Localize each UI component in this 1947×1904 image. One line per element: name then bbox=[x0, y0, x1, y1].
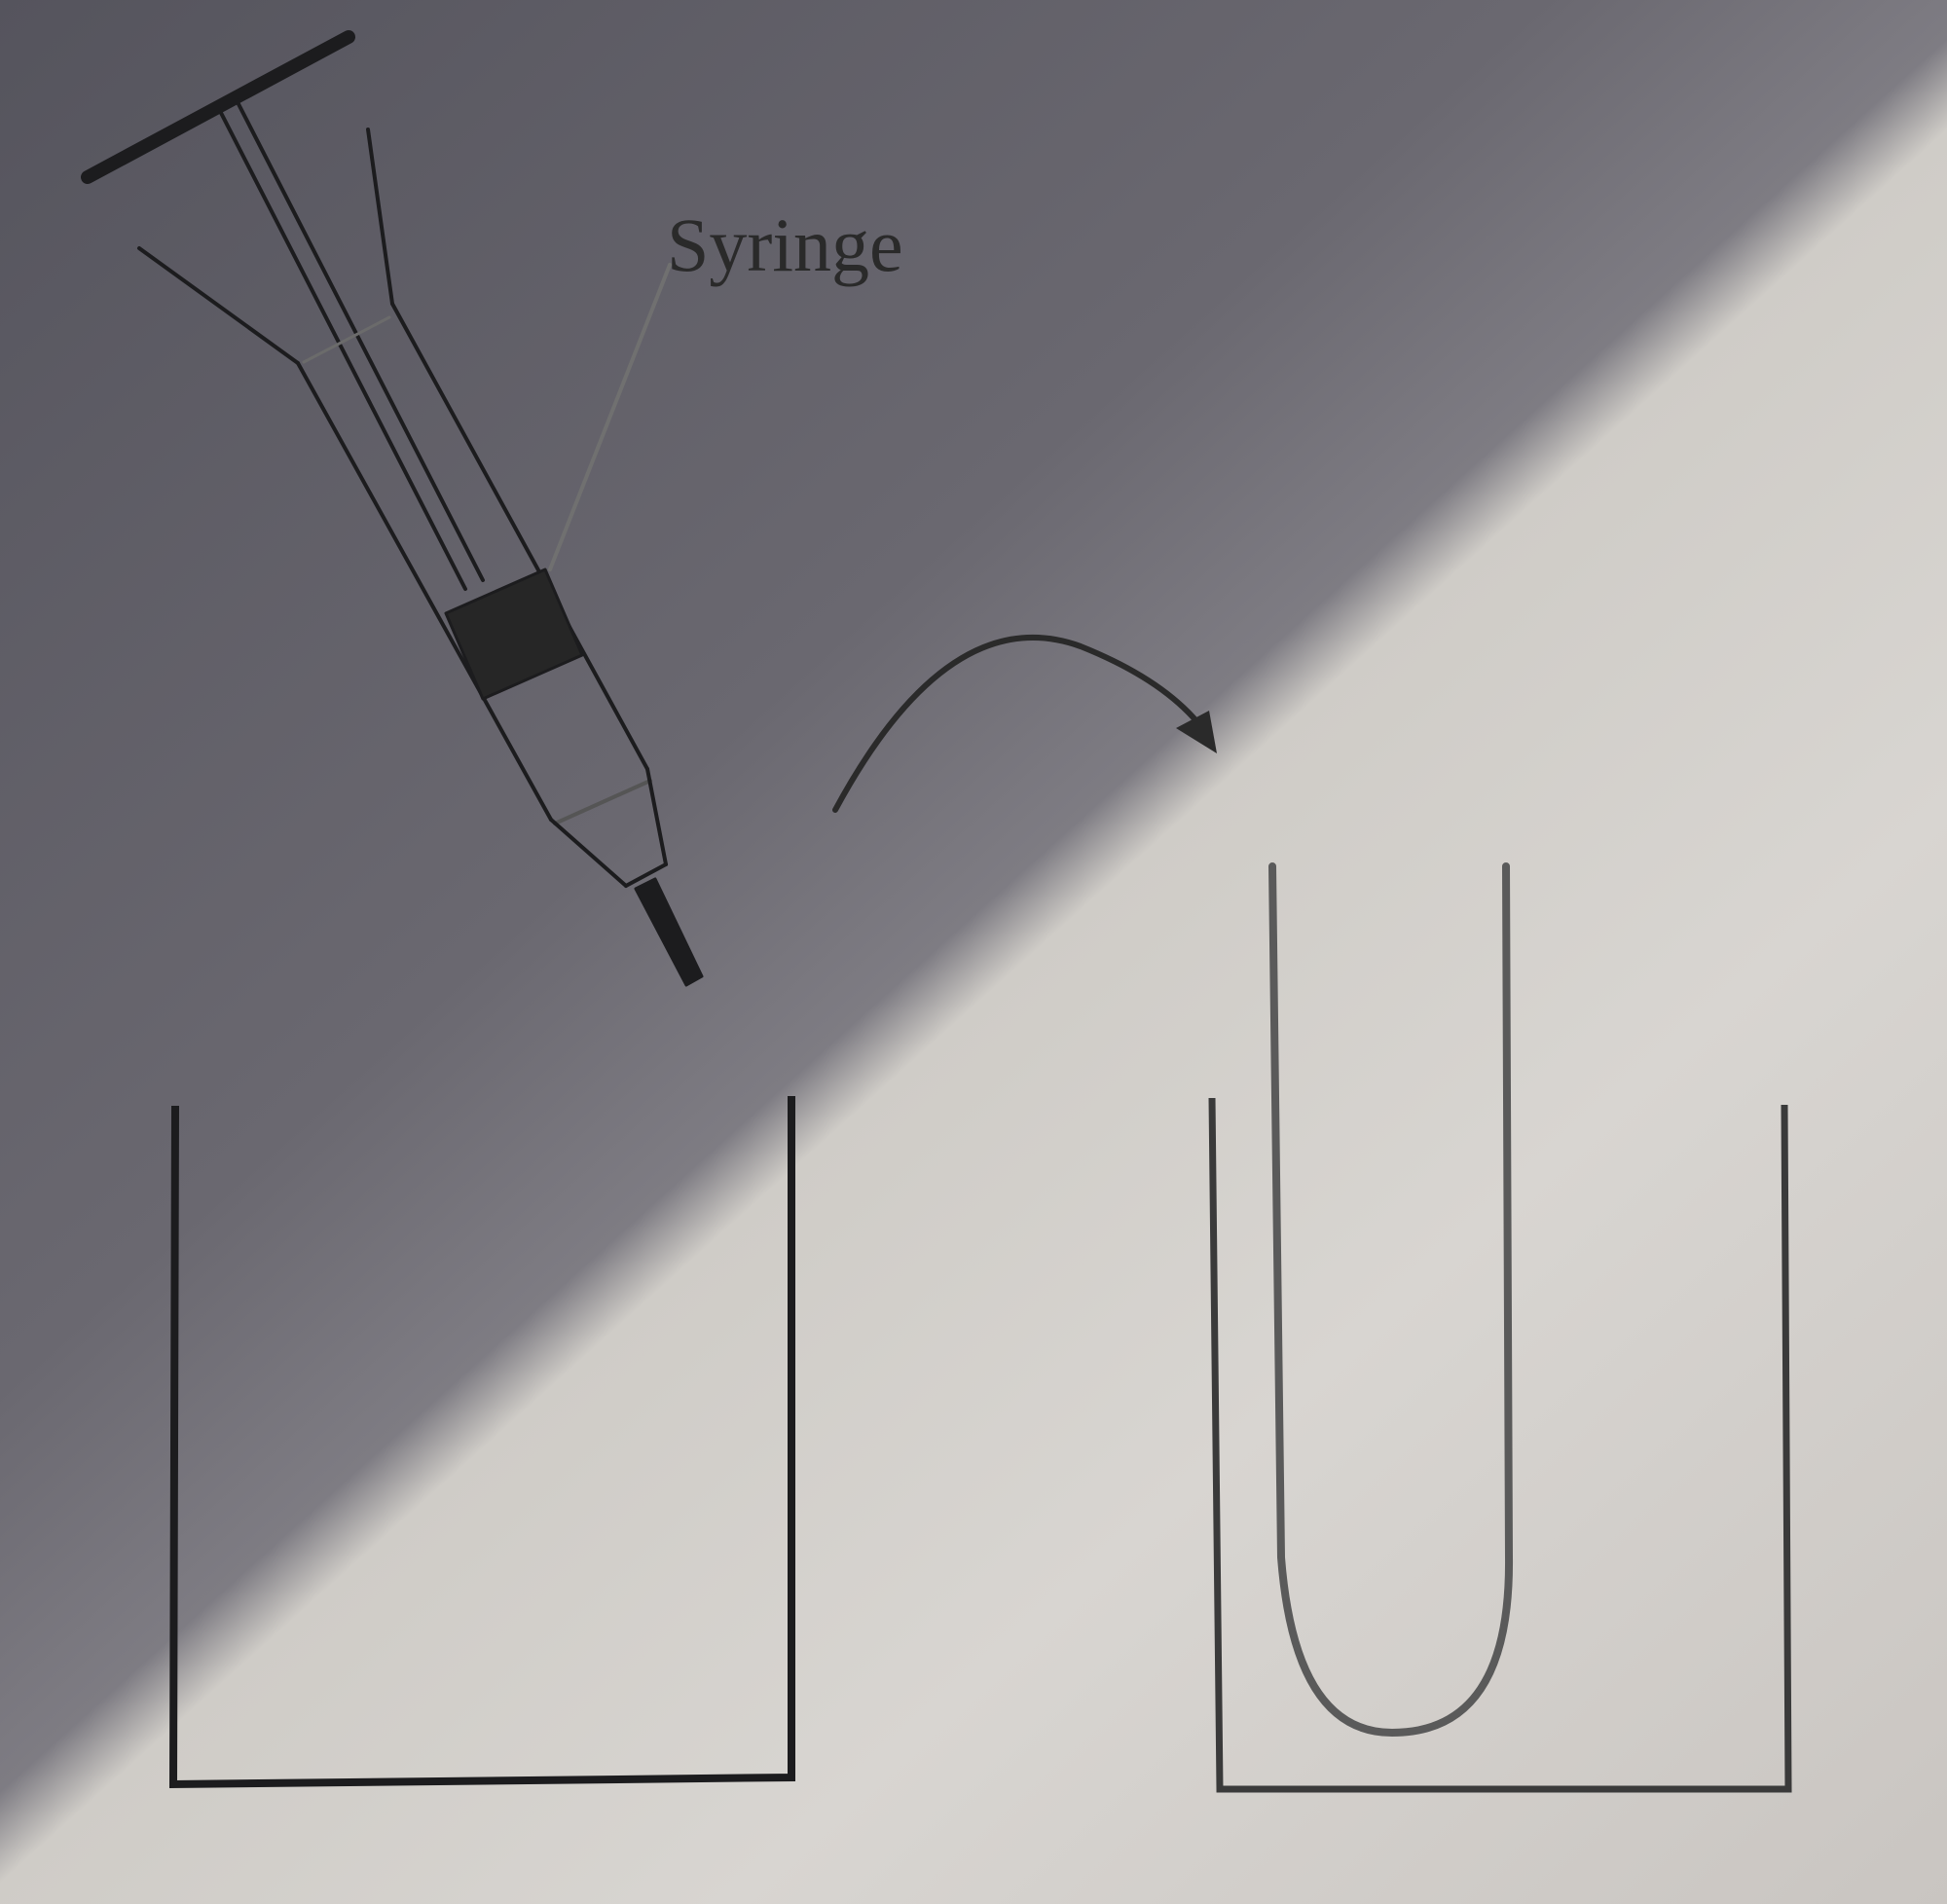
barrel-wall-left bbox=[296, 361, 553, 822]
finger-flange-left bbox=[137, 246, 300, 365]
plunger-rod-line-a bbox=[217, 107, 467, 591]
finger-flange-right bbox=[366, 128, 394, 306]
tip-taper-right bbox=[645, 767, 668, 866]
syringe-label: Syringe bbox=[667, 202, 903, 287]
syringe bbox=[81, 30, 704, 987]
tip-hub bbox=[624, 862, 668, 888]
needle bbox=[634, 877, 704, 987]
barrel-rim bbox=[302, 315, 391, 364]
transfer-arrow-curve bbox=[832, 635, 1208, 813]
plunger-seal bbox=[444, 568, 584, 701]
syringe-leader-line bbox=[548, 263, 672, 571]
transfer-arrow-head bbox=[1176, 711, 1217, 753]
u-tube bbox=[1268, 862, 1514, 1738]
plunger-rod-line-b bbox=[235, 98, 485, 582]
transfer-arrow bbox=[832, 635, 1217, 813]
plunger-thumb-rest bbox=[81, 30, 355, 184]
barrel-graduation-band bbox=[553, 779, 652, 825]
beaker-right bbox=[1208, 1097, 1792, 1793]
barrel-wall-right bbox=[390, 302, 649, 771]
tip-taper-left bbox=[549, 818, 628, 888]
beaker-left bbox=[168, 1096, 795, 1789]
